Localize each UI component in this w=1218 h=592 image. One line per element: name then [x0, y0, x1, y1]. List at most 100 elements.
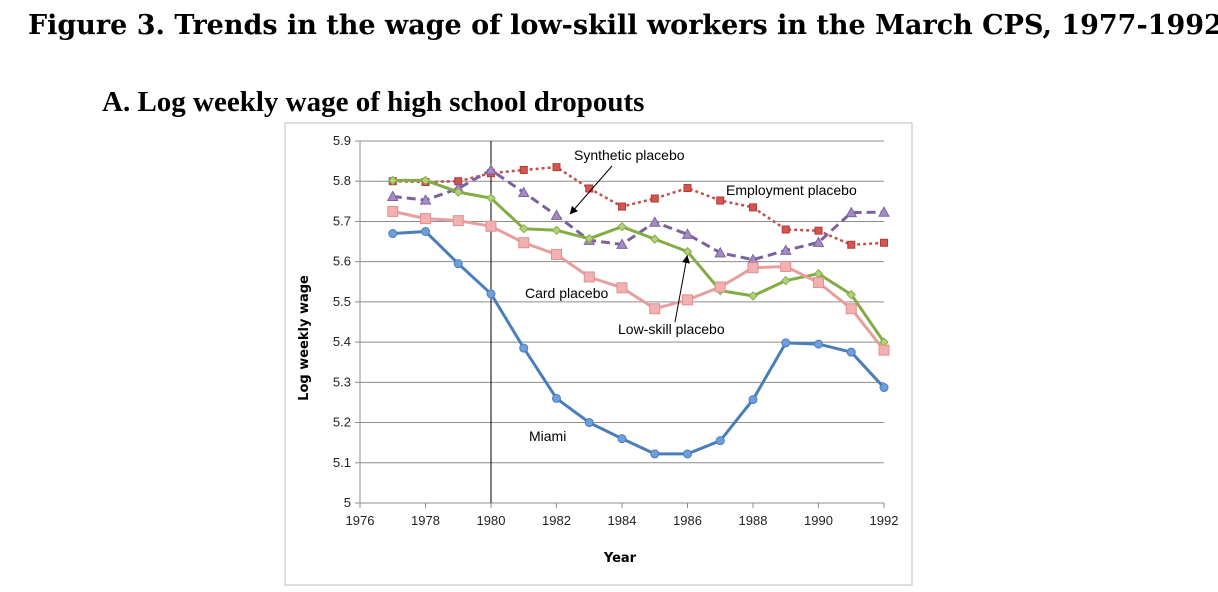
point-card-placebo [682, 294, 693, 306]
point-low-skill-placebo [617, 221, 627, 232]
point-miami [486, 289, 496, 299]
point-synthetic-placebo [779, 244, 792, 255]
series-group [386, 163, 890, 459]
point-low-skill-placebo [846, 289, 856, 300]
point-low-skill-placebo [388, 175, 398, 186]
series-label-card-placebo: Card placebo [525, 285, 608, 301]
point-synthetic-placebo [386, 190, 399, 202]
point-miami [388, 229, 398, 239]
y-tick-label: 5.4 [333, 334, 351, 349]
arrow-synthetic-placebo [569, 165, 613, 215]
point-employment-placebo [847, 240, 856, 249]
point-miami [453, 259, 463, 269]
point-miami [519, 343, 529, 353]
point-card-placebo [420, 213, 431, 225]
series-line-miami [392, 230, 886, 456]
x-tick-label: 1978 [411, 513, 440, 528]
y-tick-label: 5.5 [333, 294, 351, 309]
point-miami [617, 434, 627, 444]
x-tick-label: 1976 [346, 513, 375, 528]
point-card-placebo [747, 262, 759, 274]
point-employment-placebo [519, 165, 528, 174]
point-miami [879, 383, 889, 393]
point-low-skill-placebo [584, 234, 594, 244]
point-miami [552, 393, 561, 403]
point-miami [814, 339, 823, 349]
series-label-low-skill-placebo: Low-skill placebo [618, 321, 725, 337]
x-tick-label: 1980 [477, 513, 506, 528]
point-synthetic-placebo [714, 246, 727, 258]
point-low-skill-placebo [519, 223, 529, 234]
x-tick-label: 1990 [804, 513, 833, 528]
point-employment-placebo [749, 203, 757, 212]
y-tick-label: 5.9 [333, 133, 351, 148]
point-synthetic-placebo [812, 236, 825, 247]
gridlines [360, 140, 884, 504]
y-tick-label: 5.6 [333, 254, 351, 269]
point-miami [748, 395, 758, 405]
point-employment-placebo [683, 184, 692, 193]
series-labels: Synthetic placebo Employment placebo Card … [525, 147, 857, 444]
point-synthetic-placebo [681, 228, 694, 239]
y-tick-label: 5.2 [333, 415, 351, 430]
point-miami [846, 347, 856, 357]
point-card-placebo [813, 277, 824, 289]
point-synthetic-placebo [419, 194, 432, 205]
point-synthetic-placebo [517, 186, 530, 197]
x-tick-label: 1984 [608, 513, 637, 528]
point-employment-placebo [716, 196, 725, 205]
y-tick-label: 5.1 [333, 455, 351, 470]
point-low-skill-placebo [420, 175, 431, 186]
point-card-placebo [878, 344, 890, 356]
point-card-placebo [452, 215, 464, 227]
point-miami [421, 227, 430, 236]
point-low-skill-placebo [453, 187, 463, 197]
arrow-low-skill-placebo [674, 255, 690, 323]
point-employment-placebo [814, 226, 823, 235]
point-miami [683, 449, 692, 459]
x-tick-label: 1982 [542, 513, 571, 528]
point-miami [584, 418, 594, 428]
point-card-placebo [649, 303, 661, 315]
series-label-synthetic-placebo: Synthetic placebo [574, 147, 685, 163]
point-card-placebo [845, 303, 857, 315]
figure-title: Figure 3. Trends in the wage of low-skil… [28, 10, 1218, 41]
point-card-placebo [518, 237, 530, 249]
point-synthetic-placebo [878, 206, 890, 217]
point-synthetic-placebo [616, 238, 628, 249]
series-line-synthetic-placebo [392, 168, 885, 262]
series-line-card-placebo [392, 209, 886, 352]
point-card-placebo [616, 282, 628, 294]
x-tick-label: 1992 [870, 513, 899, 528]
point-employment-placebo [650, 194, 659, 203]
x-tick-label: 1988 [739, 513, 768, 528]
axes: 5 5.1 5.2 5.3 5.4 5.5 5.6 5.7 5.8 5.9 1976 1978 1980… [333, 133, 899, 528]
point-low-skill-placebo [486, 193, 496, 203]
series-line-low-skill-placebo [392, 178, 886, 343]
y-axis-label: Log weekly wage [297, 275, 312, 401]
series-label-employment-placebo: Employment placebo [726, 182, 857, 198]
point-employment-placebo [552, 163, 561, 172]
point-card-placebo [583, 271, 595, 283]
series-label-miami: Miami [529, 428, 566, 444]
point-synthetic-placebo [485, 163, 497, 175]
y-tick-label: 5.8 [333, 173, 351, 188]
point-card-placebo [551, 248, 562, 260]
point-employment-placebo [880, 238, 888, 247]
point-miami [781, 338, 791, 348]
point-miami [650, 449, 660, 459]
point-card-placebo [485, 220, 497, 232]
point-synthetic-placebo [648, 216, 661, 227]
y-tick-label: 5.3 [333, 374, 351, 389]
point-synthetic-placebo [845, 206, 858, 218]
point-card-placebo [780, 260, 792, 272]
point-low-skill-placebo [748, 291, 758, 301]
point-miami [715, 436, 725, 446]
point-low-skill-placebo [650, 234, 660, 244]
series-line-employment-placebo [392, 165, 885, 247]
point-low-skill-placebo [781, 275, 791, 286]
point-employment-placebo [585, 184, 594, 193]
point-synthetic-placebo [550, 209, 563, 220]
y-tick-label: 5.7 [333, 213, 351, 228]
